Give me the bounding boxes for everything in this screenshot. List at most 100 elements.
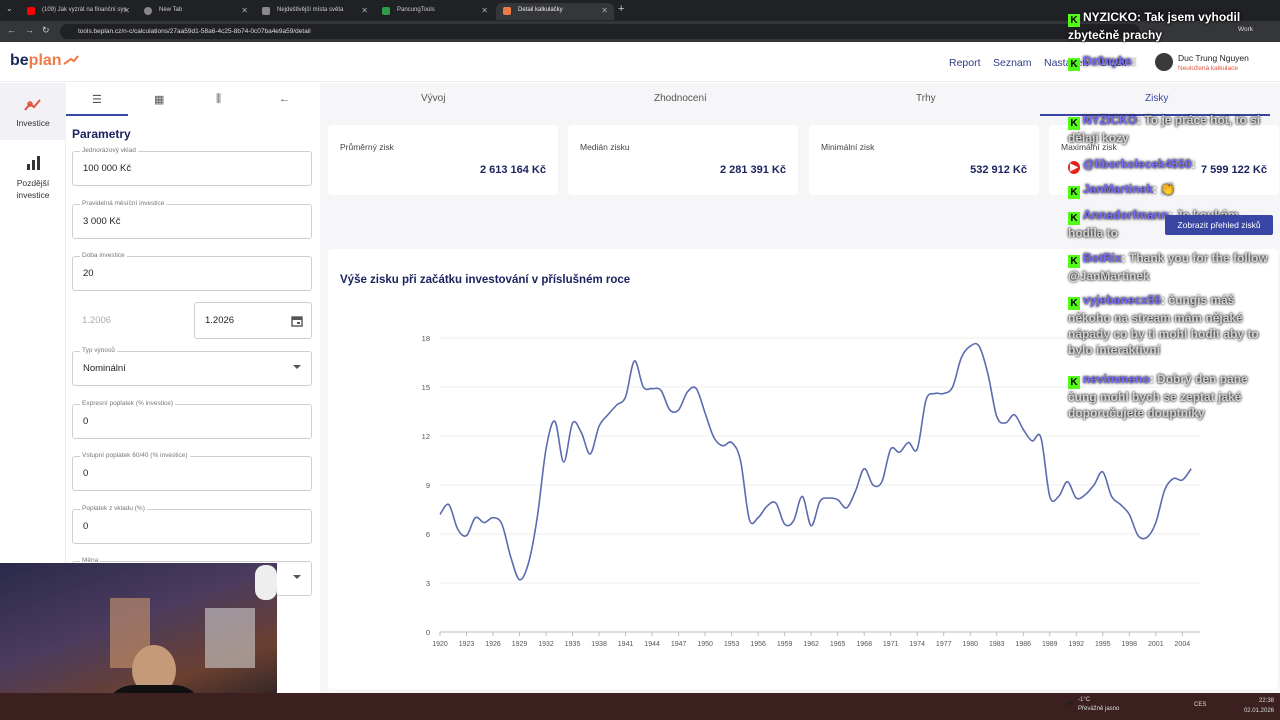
calendar-icon[interactable] xyxy=(291,315,303,327)
chat-message: K NYZICKO: To je práce hot, to si dělají … xyxy=(1068,113,1261,145)
stat-card-minimum: Minimální zisk 532 912 Kč xyxy=(809,125,1039,195)
sliders-icon[interactable]: ☰ xyxy=(92,94,102,106)
x-tick-label: 1974 xyxy=(909,641,925,648)
close-tab-icon[interactable]: ✕ xyxy=(601,6,608,15)
chat-message: ▶ @liborkolecek4550: xyxy=(1068,156,1278,174)
youtube-chat-icon: ▶ xyxy=(1068,161,1080,174)
dropdown-arrow-icon xyxy=(293,575,301,579)
parameters-title: Parametry xyxy=(72,127,131,141)
x-tick-label: 1941 xyxy=(618,641,634,648)
main-tab-indicator xyxy=(1040,114,1270,116)
nav-ulozit[interactable]: Uložit xyxy=(1100,57,1127,69)
x-tick-label: 1980 xyxy=(962,641,978,648)
nav-seznam[interactable]: Seznam xyxy=(993,57,1032,69)
x-tick-label: 1956 xyxy=(750,641,766,648)
new-tab-icon[interactable]: + xyxy=(618,3,625,15)
deposit-fee-field[interactable]: Poplatek z vkladu (%) 0 xyxy=(72,505,312,544)
x-tick-label: 1971 xyxy=(883,641,899,648)
nav-report[interactable]: Report xyxy=(949,57,981,69)
os-taskbar: ☁ -1°C Převážně jasno CES 22:38 02.01.20… xyxy=(0,693,1280,720)
close-tab-icon[interactable]: ✕ xyxy=(481,6,488,15)
avatar[interactable] xyxy=(1155,53,1173,71)
back-arrow-icon[interactable]: ← xyxy=(279,93,290,105)
pancung-icon xyxy=(382,7,390,15)
x-tick-label: 1920 xyxy=(432,641,448,648)
y-tick-label: 12 xyxy=(422,432,430,441)
y-tick-label: 0 xyxy=(426,628,430,637)
x-tick-label: 1935 xyxy=(565,641,581,648)
x-tick-label: 1995 xyxy=(1095,641,1111,648)
chart-growth-icon xyxy=(24,99,41,111)
investment-duration-field[interactable]: Doba investice 20 xyxy=(72,252,312,291)
url-text: tools.beplan.cz/n-c/calculations/27aa59d… xyxy=(78,28,311,35)
x-tick-label: 1959 xyxy=(777,641,793,648)
sidebar-item-pozdejsi[interactable]: Pozdější investice xyxy=(0,153,66,209)
browser-tab[interactable]: Nejdeštivější místa světa ✕ xyxy=(255,3,374,20)
monthly-investment-field[interactable]: Pravidelná měsíční investice 3 000 Kč xyxy=(72,200,312,239)
express-fee-field[interactable]: Expresní poplatek (% investice) 0 xyxy=(72,400,312,439)
browser-address-row: ← → ↻ tools.beplan.cz/n-c/calculations/2… xyxy=(0,21,1280,42)
chart-title: Výše zisku při začátku investování v pří… xyxy=(340,274,631,286)
calendar-tool-icon[interactable]: ▦ xyxy=(154,94,165,106)
address-bar[interactable]: tools.beplan.cz/n-c/calculations/27aa59d… xyxy=(60,24,1140,39)
close-tab-icon[interactable]: ✕ xyxy=(241,6,248,15)
date-to-field[interactable]: 1.2026 xyxy=(194,302,312,339)
dropdown-arrow-icon xyxy=(293,365,301,369)
y-tick-label: 3 xyxy=(426,579,430,588)
kick-icon: K xyxy=(1068,117,1080,130)
tab-vyvoj[interactable]: Vývoj xyxy=(421,93,446,104)
browser-tab[interactable]: (109) Jak vyzrát na finanční sys ✕ xyxy=(20,3,136,20)
sidebar-item-investice[interactable]: Investice xyxy=(0,83,66,140)
y-tick-label: 15 xyxy=(422,383,430,392)
app-header xyxy=(0,42,1280,82)
x-tick-label: 1968 xyxy=(856,641,872,648)
close-tab-icon[interactable]: ✕ xyxy=(361,6,368,15)
x-tick-label: 1977 xyxy=(936,641,952,648)
tab-zisky[interactable]: Zisky xyxy=(1145,93,1169,104)
yield-type-select[interactable]: Typ výnosů Nominální xyxy=(72,347,312,386)
tab-list-icon[interactable]: ⌄ xyxy=(6,4,13,13)
profit-overview-button[interactable]: Zobrazit přehled zisků xyxy=(1165,215,1273,235)
left-sidebar: Investice Pozdější investice xyxy=(0,83,66,563)
logo-arrow-icon xyxy=(62,55,79,65)
taskbar-clock[interactable]: 22:38 02.01.2026 xyxy=(1243,698,1274,714)
stat-card-median: Medián zisku 2 281 391 Kč xyxy=(568,125,798,195)
x-tick-label: 1989 xyxy=(1042,641,1058,648)
back-icon[interactable]: ← xyxy=(7,25,16,35)
chat-message: K BotRix: Thank you for the follow @JanMa… xyxy=(1068,251,1268,283)
chat-message: K NYZICKO: Tak jsem vyhodil zbytečně prac… xyxy=(1068,10,1241,42)
forward-icon[interactable]: → xyxy=(25,25,34,35)
x-tick-label: 1998 xyxy=(1122,641,1138,648)
profile-button[interactable]: Work xyxy=(1238,26,1254,33)
date-from-field[interactable]: 1.2006 xyxy=(82,315,112,326)
unsaved-status: Neuložená kalkulace xyxy=(1178,65,1238,72)
x-tick-label: 1986 xyxy=(1015,641,1031,648)
kick-icon: K xyxy=(1068,297,1080,310)
browser-tab[interactable]: PancungTools ✕ xyxy=(375,3,494,20)
weather-icon: ☁ xyxy=(1065,697,1074,707)
youtube-icon xyxy=(27,7,35,15)
x-tick-label: 1953 xyxy=(724,641,740,648)
main-content: Vývoj Zhodnocení Trhy Zisky Průměrný zis… xyxy=(320,83,1280,693)
single-deposit-field[interactable]: Jednorázový vklad 100 000 Kč xyxy=(72,147,312,186)
page-icon xyxy=(262,7,270,15)
reload-icon[interactable]: ↻ xyxy=(42,25,50,35)
kick-icon: K xyxy=(1068,255,1080,268)
x-tick-label: 2004 xyxy=(1175,641,1191,648)
kick-icon: K xyxy=(1068,14,1080,27)
tab-trhy[interactable]: Trhy xyxy=(916,93,936,104)
x-tick-label: 1926 xyxy=(485,641,501,648)
browser-tab-active[interactable]: Detail kalkulačky ✕ xyxy=(496,3,614,20)
tab-zhodnoceni[interactable]: Zhodnocení xyxy=(654,93,707,104)
browser-tab[interactable]: New Tab ✕ xyxy=(137,3,254,20)
x-tick-label: 1965 xyxy=(830,641,846,648)
sidebar-item-label: Investice xyxy=(16,118,50,128)
browser-tab-bar: (109) Jak vyzrát na finanční sys ✕ New T… xyxy=(0,0,1280,21)
columns-icon[interactable]: ⫼ xyxy=(216,93,222,105)
close-tab-icon[interactable]: ✕ xyxy=(123,6,130,15)
beplan-logo[interactable]: beplan xyxy=(10,52,79,70)
chat-message: K JanMartinek: 👏 xyxy=(1068,181,1278,199)
entry-fee-field[interactable]: Vstupní poplatek 60/40 (% investice) 0 xyxy=(72,452,312,491)
